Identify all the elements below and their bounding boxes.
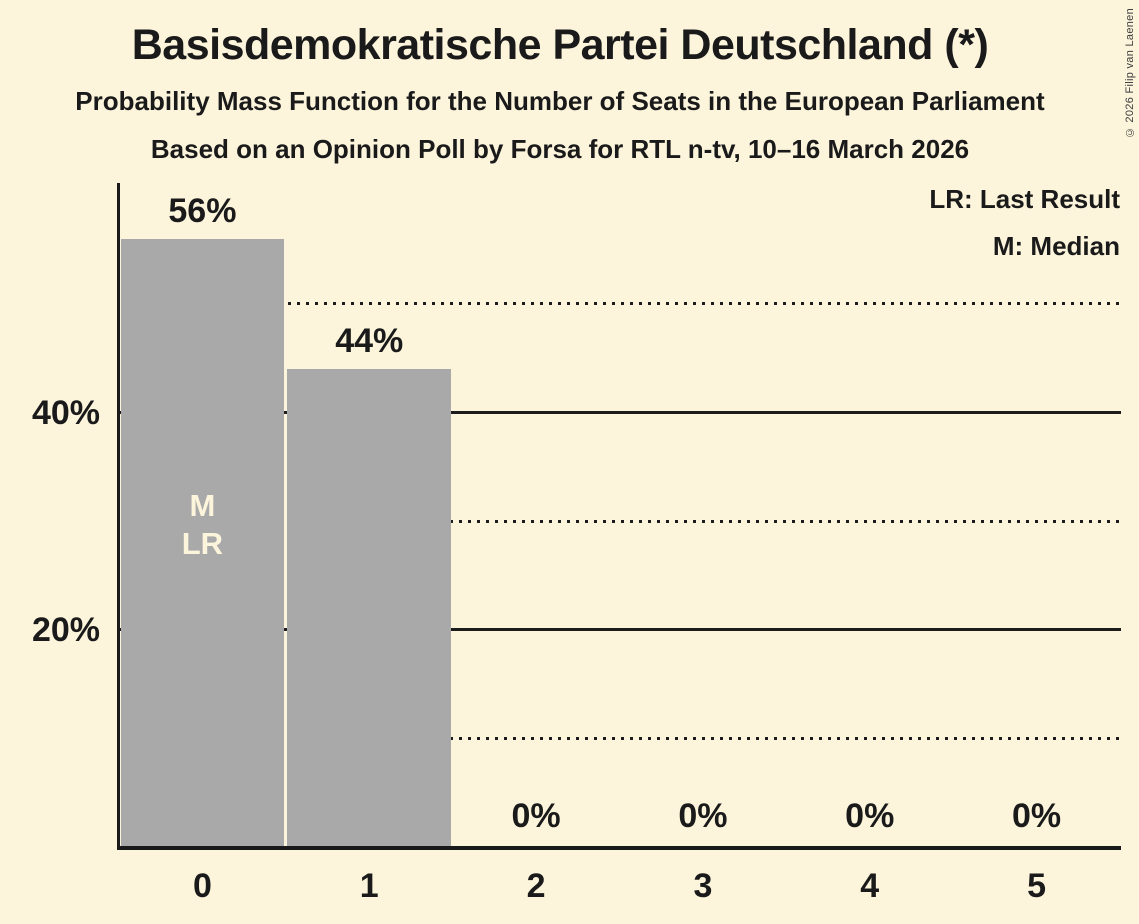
bar-value-label-0: 56% xyxy=(168,191,237,230)
bar-annotation-median-lastresult: M LR xyxy=(121,487,285,563)
gridline-solid-20pct xyxy=(117,628,1121,632)
x-tick-label-1: 1 xyxy=(359,867,379,905)
bar-annotation-line-m: M xyxy=(189,488,216,523)
chart-subtitle: Probability Mass Function for the Number… xyxy=(75,86,1045,116)
bar-annotation-line-lr: LR xyxy=(181,526,224,561)
y-tick-label-20pct: 20% xyxy=(31,611,100,650)
bar-seats-0 xyxy=(120,238,285,848)
chart-title: Basisdemokratische Partei Deutschland (*… xyxy=(131,21,989,69)
x-tick-label-4: 4 xyxy=(860,867,880,905)
bar-value-label-2: 0% xyxy=(511,797,561,835)
y-tick-label-40pct: 40% xyxy=(31,393,100,432)
x-tick-label-5: 5 xyxy=(1027,867,1047,905)
x-axis-line xyxy=(117,846,1121,850)
bar-value-label-3: 0% xyxy=(678,797,728,835)
y-axis-line xyxy=(117,183,120,849)
bar-seats-1 xyxy=(287,369,452,848)
x-tick-label-3: 3 xyxy=(693,867,713,905)
legend: LR: Last Result M: Median xyxy=(929,184,1120,278)
chart-source-line: Based on an Opinion Poll by Forsa for RT… xyxy=(150,134,970,164)
gridline-dotted-30pct xyxy=(117,519,1121,523)
bar-value-label-4: 0% xyxy=(845,797,895,835)
gridline-dotted-10pct xyxy=(117,737,1121,741)
x-tick-label-2: 2 xyxy=(526,867,546,905)
bar-value-label-5: 0% xyxy=(1012,797,1062,835)
x-tick-label-0: 0 xyxy=(192,867,212,905)
legend-item-median: M: Median xyxy=(992,231,1120,261)
bar-value-label-1: 44% xyxy=(335,322,404,361)
gridline-solid-40pct xyxy=(117,410,1121,414)
legend-item-last-result: LR: Last Result xyxy=(929,184,1120,214)
gridline-dotted-50pct xyxy=(117,302,1121,305)
